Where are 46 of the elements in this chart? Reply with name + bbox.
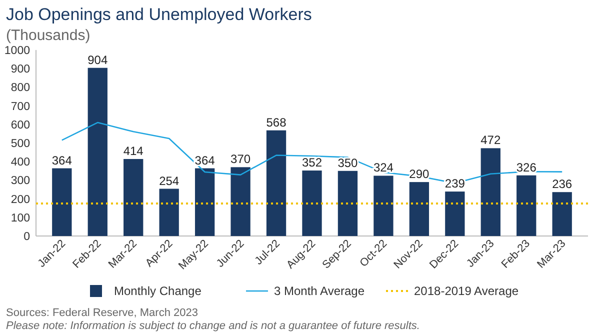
data-label: 414: [123, 144, 144, 158]
data-label: 254: [159, 174, 180, 188]
chart-title: Job Openings and Unemployed Workers: [6, 5, 312, 24]
data-label: 370: [230, 152, 251, 166]
data-label: 364: [52, 153, 72, 168]
y-tick-label: 300: [10, 175, 30, 188]
y-tick-label: 900: [10, 64, 30, 76]
bar: [88, 68, 108, 236]
bar: [266, 130, 286, 236]
legend-label: Monthly Change: [114, 284, 202, 298]
data-label: 324: [373, 160, 394, 175]
bar: [445, 192, 465, 236]
data-label: 350: [338, 156, 358, 170]
bar: [374, 176, 394, 236]
y-tick-label: 200: [10, 194, 30, 206]
bar: [302, 170, 322, 236]
y-tick-label: 600: [10, 119, 30, 132]
bar: [338, 170, 358, 236]
bar: [480, 148, 500, 236]
bar: [124, 158, 144, 236]
legend-label: 2018-2019 Average: [414, 284, 519, 298]
y-tick-label: 1000: [4, 45, 30, 57]
bar: [516, 175, 536, 236]
chart-subtitle: (Thousands): [6, 27, 90, 44]
bar: [52, 168, 72, 236]
bar: [194, 168, 215, 236]
data-label: 568: [266, 115, 287, 130]
data-label: 364: [194, 153, 216, 168]
y-tick-label: 700: [10, 100, 30, 113]
data-label: 472: [480, 133, 501, 148]
legend-label: 3 Month Average: [274, 284, 365, 298]
data-label: 352: [302, 156, 322, 170]
y-tick-label: 400: [10, 156, 30, 169]
data-label: 326: [516, 160, 537, 174]
data-label: 236: [552, 177, 572, 192]
bar: [552, 192, 572, 236]
bar: [159, 188, 179, 236]
data-label: 904: [88, 52, 108, 67]
y-tick-label: 0: [24, 231, 30, 243]
source-note: Sources: Federal Reserve, March 2023: [6, 307, 198, 319]
bar: [230, 167, 250, 236]
y-tick-label: 800: [10, 82, 30, 94]
y-tick-label: 100: [10, 212, 30, 224]
bar: [409, 182, 430, 236]
text: Please note: Information is subject to change and is not a guarantee of future results.: [6, 320, 420, 332]
y-tick-label: 500: [10, 138, 30, 150]
